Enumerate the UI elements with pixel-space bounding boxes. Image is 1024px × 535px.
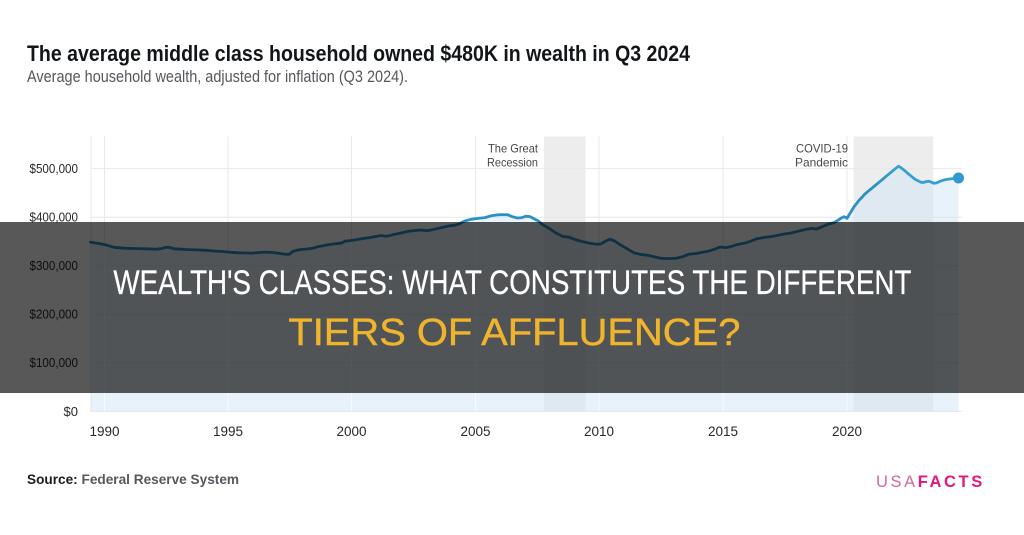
svg-text:Recession: Recession: [487, 156, 538, 170]
svg-text:The Great: The Great: [488, 142, 539, 156]
svg-text:$0: $0: [64, 404, 78, 419]
svg-text:2005: 2005: [460, 424, 490, 439]
svg-text:2020: 2020: [832, 424, 862, 439]
svg-text:1990: 1990: [89, 424, 119, 439]
svg-text:Pandemic: Pandemic: [795, 156, 848, 170]
svg-text:2010: 2010: [584, 424, 614, 439]
svg-text:1995: 1995: [213, 424, 243, 439]
svg-text:2015: 2015: [708, 424, 738, 439]
svg-text:$500,000: $500,000: [30, 161, 79, 176]
svg-text:2000: 2000: [336, 424, 366, 439]
svg-text:$400,000: $400,000: [30, 210, 79, 225]
svg-text:COVID-19: COVID-19: [796, 142, 848, 156]
